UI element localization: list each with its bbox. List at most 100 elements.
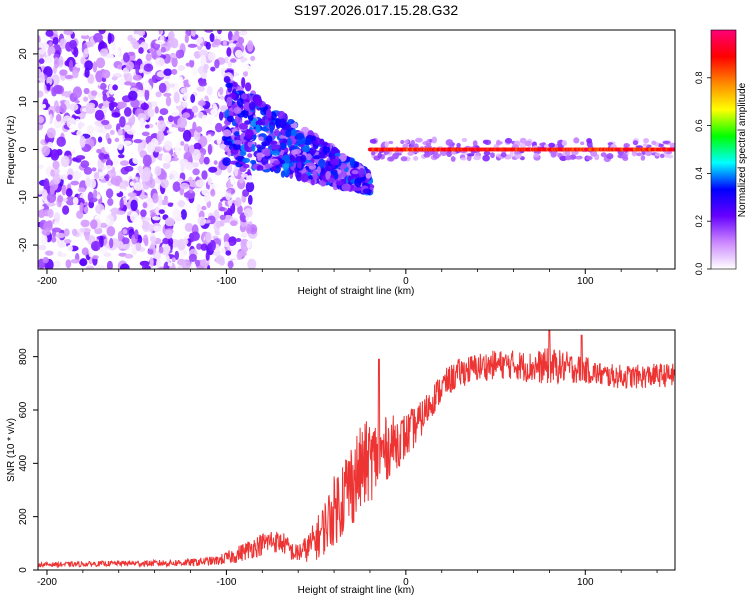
spectrogram-cell xyxy=(38,205,45,211)
spectrogram-cell xyxy=(240,93,248,100)
spectrogram-cell xyxy=(339,172,347,178)
spectrogram-cell xyxy=(473,155,481,161)
spectrogram-cell xyxy=(53,260,62,268)
spectrogram-cell xyxy=(163,140,173,151)
spectrogram-cell xyxy=(193,142,202,151)
spectrogram-cell xyxy=(180,209,187,220)
spectrogram-cell xyxy=(99,48,109,57)
spectrogram-cell xyxy=(233,70,240,80)
spectrogram-cell xyxy=(60,155,70,168)
spectrogram-cell xyxy=(114,185,121,194)
spectrogram-cell xyxy=(183,143,190,152)
spectrogram-cell xyxy=(659,153,665,159)
spectrogram-cell xyxy=(68,59,74,72)
spectrogram-cell xyxy=(248,101,256,111)
spectrogram-cell xyxy=(643,137,650,144)
spectrogram-cell xyxy=(141,131,150,137)
spectrogram-cell xyxy=(240,263,246,268)
spectrogram-cell xyxy=(43,178,50,190)
spectrogram-cell xyxy=(150,236,157,243)
spectrogram-cell xyxy=(140,102,149,111)
spectrogram-cell xyxy=(216,132,222,145)
spectrogram-cell xyxy=(65,259,72,269)
spectrogram-cell xyxy=(154,106,159,114)
spectrogram-cell xyxy=(168,30,175,41)
spectrogram-cell xyxy=(246,240,252,249)
spectrogram-cell xyxy=(245,78,252,83)
spectrogram-cell xyxy=(199,49,209,57)
spectrogram-cell xyxy=(111,158,119,167)
spectrogram-cell xyxy=(78,171,83,178)
spectrogram-cell xyxy=(201,114,209,127)
spectrogram-cell xyxy=(96,148,102,154)
spectrogram-cell xyxy=(142,202,148,209)
y-tick-label: -20 xyxy=(18,237,29,252)
spectrogram-cell xyxy=(170,37,179,49)
spectrogram-cell xyxy=(42,256,49,264)
spectrogram-cell xyxy=(208,166,218,173)
spectrogram-cell xyxy=(358,167,366,178)
spectrogram-cell xyxy=(130,99,140,108)
spectrogram-cell xyxy=(190,94,196,103)
spectrogram-cell xyxy=(251,144,256,152)
spectrogram-cell xyxy=(312,170,318,181)
spectrogram-cell xyxy=(85,177,91,188)
spectrogram-cell xyxy=(167,237,174,247)
spectrogram-cell xyxy=(261,147,271,155)
spectrogram-cell xyxy=(69,123,76,133)
spectrogram-cell xyxy=(234,131,240,137)
spectrogram-cell xyxy=(139,117,145,129)
spectrogram-cell xyxy=(100,209,106,219)
spectrogram-cell xyxy=(662,140,671,144)
spectrogram-x-ticks: -200 -100 0 100 xyxy=(37,269,658,287)
spectrogram-cell xyxy=(270,140,278,146)
spectrogram-cell xyxy=(45,113,51,124)
spectrogram-cell xyxy=(76,129,84,137)
spectrogram-cell xyxy=(61,197,68,202)
spectrogram-cell xyxy=(75,63,84,68)
spectrogram-cell xyxy=(79,258,88,267)
spectrogram-cell xyxy=(72,86,83,99)
spectrogram-cell xyxy=(255,124,261,133)
spectrogram-cell xyxy=(59,103,67,114)
spectrogram-cell xyxy=(156,130,165,143)
spectrogram-cell xyxy=(72,70,79,79)
spectrogram-cell xyxy=(83,87,90,95)
spectrogram-cell xyxy=(55,114,62,122)
spectrogram-cell xyxy=(305,153,312,161)
spectrogram-cell xyxy=(467,153,475,157)
spectrogram-cell xyxy=(132,74,142,81)
x-tick-label: -100 xyxy=(216,577,236,588)
spectrogram-cell xyxy=(141,262,150,269)
spectrogram-cell xyxy=(623,143,631,148)
spectrogram-cell xyxy=(519,137,527,144)
spectrogram-cell xyxy=(215,255,225,265)
spectrogram-cell xyxy=(46,202,56,207)
spectrogram-cell xyxy=(495,139,501,146)
spectrogram-cell xyxy=(153,225,162,232)
spectrogram-cell xyxy=(182,101,188,108)
spectrogram-cell xyxy=(362,188,372,194)
spectrogram-cell xyxy=(142,154,152,167)
spectrogram-cell xyxy=(209,183,218,189)
spectrogram-cell xyxy=(133,139,143,144)
x-tick-label: 0 xyxy=(403,276,409,287)
snr-y-ticks: 0 200 400 600 800 xyxy=(18,348,38,573)
spectrogram-cell xyxy=(300,154,307,163)
spectrogram-cell xyxy=(207,143,213,155)
spectrogram-cell xyxy=(143,63,154,72)
spectrogram-cell xyxy=(402,143,409,149)
spectrogram-cell xyxy=(183,192,189,198)
spectrogram-cell xyxy=(119,84,125,91)
spectrogram-cell xyxy=(404,139,410,144)
spectrogram-cell xyxy=(140,209,147,218)
spectrogram-cell xyxy=(237,36,245,45)
spectrogram-cell xyxy=(301,145,311,153)
colorbar-frame xyxy=(710,29,737,270)
spectrogram-cell xyxy=(245,223,252,234)
spectrogram-cell xyxy=(46,83,51,91)
spectrogram-cell xyxy=(201,188,210,196)
spectrogram-cell xyxy=(671,147,675,152)
spectrogram-cell xyxy=(62,205,70,215)
spectrogram-cell xyxy=(86,125,94,135)
